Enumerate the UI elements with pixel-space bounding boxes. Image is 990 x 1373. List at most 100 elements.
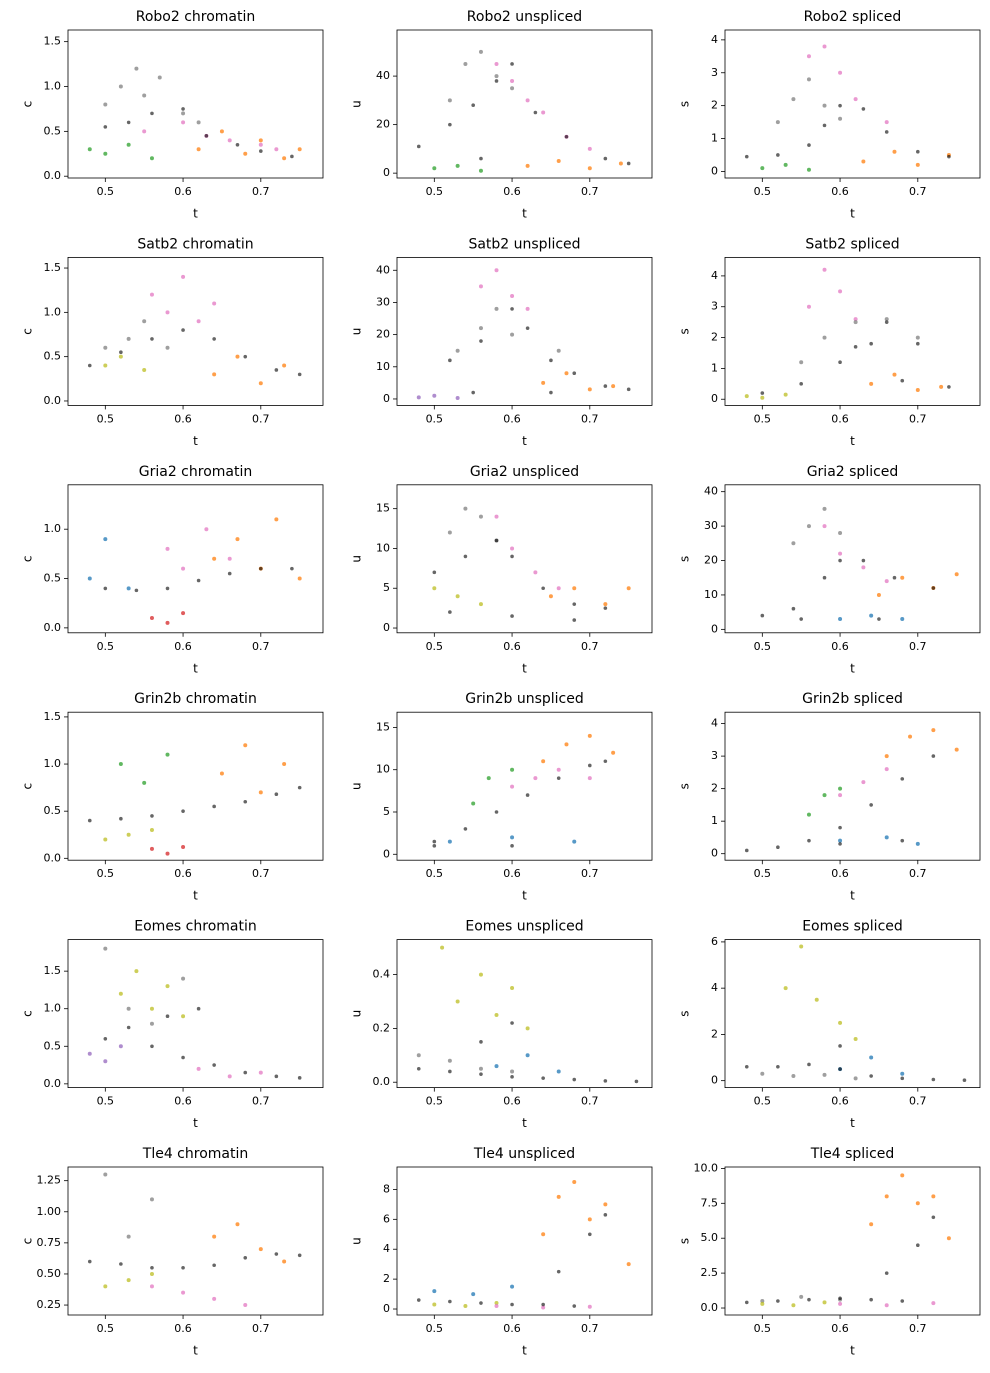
point: [149, 292, 154, 297]
point: [290, 566, 294, 571]
point: [838, 786, 843, 791]
point: [149, 828, 154, 833]
point: [603, 606, 608, 610]
point: [196, 1006, 201, 1011]
point: [119, 350, 123, 355]
point: [494, 74, 499, 79]
point: [196, 120, 201, 125]
point: [884, 767, 889, 772]
y-tick-label: 5: [383, 805, 390, 818]
x-tick-label: 0.5: [97, 412, 115, 425]
point: [861, 565, 866, 570]
point: [587, 1304, 592, 1309]
x-axis-label: t: [850, 889, 855, 903]
point: [212, 1263, 216, 1268]
point: [478, 514, 483, 519]
chart-title: Eomes spliced: [802, 919, 903, 935]
x-tick-label: 0.5: [426, 640, 444, 653]
point: [525, 793, 530, 797]
point: [478, 49, 483, 54]
point: [432, 393, 437, 398]
point: [235, 537, 240, 542]
y-tick-label: 0: [711, 1074, 718, 1087]
point: [87, 576, 92, 581]
point: [807, 838, 811, 843]
point: [916, 149, 920, 154]
point: [165, 345, 170, 350]
point: [853, 320, 858, 325]
point: [103, 1284, 108, 1289]
point: [892, 372, 897, 377]
point: [533, 776, 538, 781]
point: [510, 1069, 515, 1074]
y-tick-label: 0: [711, 164, 718, 177]
y-tick-label: 0.0: [44, 394, 62, 407]
point: [915, 335, 920, 340]
x-tick-label: 0.6: [831, 640, 849, 653]
point: [822, 793, 827, 798]
point: [838, 116, 843, 121]
point: [258, 1247, 263, 1252]
chart-title: Robo2 unspliced: [467, 9, 582, 25]
point: [564, 371, 569, 376]
x-tick-label: 0.7: [252, 640, 270, 653]
y-tick-label: 0.4: [373, 968, 391, 981]
point: [150, 337, 154, 341]
point: [432, 586, 437, 591]
point: [196, 578, 201, 583]
y-axis-label: c: [21, 328, 35, 335]
point: [258, 381, 263, 386]
point: [525, 1053, 530, 1058]
x-tick-label: 0.5: [97, 1322, 115, 1335]
y-tick-label: 0.0: [701, 1301, 719, 1314]
point: [799, 944, 804, 949]
point: [181, 1265, 185, 1270]
x-tick-label: 0.5: [97, 640, 115, 653]
point: [884, 317, 889, 322]
point: [884, 835, 889, 840]
point: [892, 575, 897, 580]
point: [103, 1036, 108, 1041]
point: [416, 1298, 421, 1302]
point: [744, 394, 749, 399]
point: [603, 384, 608, 388]
x-axis-label: t: [522, 207, 527, 221]
point: [760, 395, 765, 400]
point: [603, 1202, 608, 1207]
point: [103, 946, 108, 951]
point: [134, 588, 139, 593]
point: [838, 551, 843, 556]
point: [884, 130, 889, 134]
point: [634, 1079, 639, 1084]
point: [549, 390, 553, 395]
point: [556, 776, 561, 780]
y-tick-label: 8: [383, 1182, 390, 1195]
point: [471, 801, 476, 806]
point: [149, 1197, 154, 1202]
point: [447, 1058, 452, 1063]
point: [447, 839, 452, 844]
point: [822, 1300, 827, 1305]
point: [494, 79, 499, 83]
axes-frame: [67, 29, 324, 179]
axes-frame: [67, 484, 324, 634]
y-tick-label: 5.0: [701, 1231, 719, 1244]
point: [946, 1236, 951, 1241]
point: [282, 156, 287, 161]
y-tick-label: 20: [376, 328, 390, 341]
point: [556, 586, 561, 591]
chart-title: Tle4 chromatin: [142, 1146, 248, 1162]
y-tick-label: 10: [376, 360, 390, 373]
point: [541, 110, 546, 115]
point: [227, 1074, 232, 1079]
y-tick-label: 15: [376, 720, 390, 733]
point: [455, 594, 460, 599]
point: [181, 111, 186, 116]
x-tick-label: 0.6: [174, 640, 192, 653]
x-tick-label: 0.7: [909, 412, 927, 425]
point: [510, 784, 515, 789]
point: [869, 1074, 873, 1078]
y-axis-label: u: [350, 100, 364, 108]
point: [626, 387, 631, 392]
y-tick-label: 3: [711, 749, 718, 762]
